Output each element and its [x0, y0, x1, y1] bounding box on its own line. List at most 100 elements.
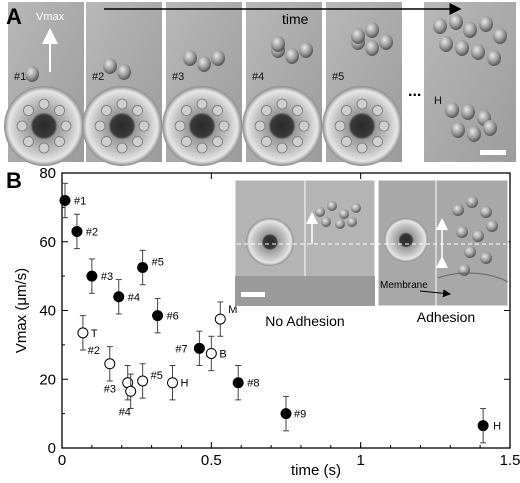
no-adhesion-label: No Adhesion — [265, 313, 344, 329]
data-point-filled — [193, 342, 205, 354]
adhesion-label: Adhesion — [417, 309, 475, 325]
point-label: #3 — [104, 384, 116, 396]
inset-shadow — [235, 276, 375, 306]
data-point-open — [125, 385, 137, 397]
panel-label-b: B — [6, 168, 22, 193]
bead-image — [351, 203, 361, 213]
bead-image — [117, 64, 131, 80]
data-point-open — [214, 313, 226, 325]
bead-image — [315, 207, 325, 217]
bead-image — [480, 252, 492, 264]
bead-image — [351, 28, 365, 44]
bead-image — [467, 126, 481, 142]
panel-a-image-strip: #1 #2 #3 #4 #5 H... Vmax time — [4, 2, 516, 166]
bead-image — [445, 102, 459, 118]
data-point-filled — [232, 377, 244, 389]
bead-image — [379, 34, 393, 50]
cell-image — [4, 86, 84, 166]
bead-image — [463, 22, 477, 38]
bead-image — [321, 217, 331, 227]
point-label: #4 — [128, 292, 140, 304]
point-label: #7 — [175, 343, 187, 355]
bead-image — [183, 50, 197, 66]
y-axis-label: Vmax (μm/s) — [13, 268, 30, 353]
bead-image — [471, 44, 485, 60]
cell-image — [384, 218, 428, 262]
strip-frame: #2 — [82, 2, 162, 166]
x-axis-label: time (s) — [291, 462, 341, 479]
point-label: T — [91, 328, 98, 340]
series: T #2 #3#4 #5 H B M — [77, 301, 237, 418]
frame-label: #1 — [14, 71, 26, 83]
bead-image — [483, 120, 497, 136]
bead-image — [347, 217, 357, 227]
bead-image — [433, 18, 447, 34]
y-tick-label: 60 — [39, 234, 56, 251]
data-point-filled — [113, 291, 125, 303]
point-label: #1 — [74, 196, 86, 208]
point-label: #6 — [167, 311, 179, 323]
cell-image — [82, 86, 162, 166]
data-point-filled — [280, 408, 292, 420]
bead-image — [493, 28, 507, 44]
scale-bar — [480, 150, 506, 155]
time-label: time — [282, 11, 309, 27]
point-label: #3 — [101, 271, 113, 283]
bead-image — [486, 220, 498, 232]
point-label: H — [181, 378, 189, 390]
x-tick-label: 0 — [58, 452, 66, 469]
point-label: #2 — [88, 345, 100, 357]
series: #1#2#3#4#5#6#7#8#9H — [59, 182, 501, 444]
panel-label-a: A — [6, 4, 22, 29]
data-point-filled — [152, 310, 164, 322]
bead-image — [365, 40, 379, 56]
bead-image — [335, 219, 345, 229]
bead-image — [365, 22, 379, 38]
data-point-filled — [86, 270, 98, 282]
data-point-filled — [137, 262, 149, 274]
data-point-open — [167, 377, 179, 389]
frame-label: #3 — [172, 71, 184, 83]
point-label: #5 — [152, 257, 164, 269]
membrane-label: Membrane — [380, 280, 428, 291]
data-point-open — [104, 358, 116, 370]
strip-frame: #5 — [322, 2, 402, 166]
bead-image — [458, 264, 470, 276]
bead-image — [285, 48, 299, 64]
bead-image — [451, 122, 465, 138]
frame-label: #4 — [252, 71, 264, 83]
bead-image — [197, 56, 211, 72]
point-label: #2 — [86, 226, 98, 238]
bead-image — [487, 50, 501, 66]
point-label: M — [228, 304, 237, 316]
bead-image — [456, 226, 468, 238]
vmax-label: Vmax — [36, 11, 65, 23]
x-tick-label: 1 — [356, 452, 364, 469]
data-point-filled — [477, 420, 489, 432]
membrane-outline — [437, 272, 509, 283]
frame-label: #2 — [92, 71, 104, 83]
membrane-arrow — [419, 289, 451, 298]
data-point-open — [77, 327, 89, 339]
bead-image — [271, 36, 285, 52]
y-tick-label: 40 — [39, 303, 56, 320]
bead-image — [25, 66, 39, 82]
x-tick-label: 0.5 — [201, 452, 222, 469]
data-point-filled — [71, 225, 83, 237]
bead-image — [449, 14, 463, 30]
cell-image — [162, 86, 242, 166]
ellipsis-text: ... — [408, 83, 421, 100]
point-label: #4 — [119, 406, 131, 418]
cell-image — [246, 218, 294, 266]
bead-image — [299, 42, 313, 58]
bead-image — [211, 50, 225, 66]
data-point-open — [137, 375, 149, 387]
point-label: H — [493, 421, 501, 433]
x-tick-label: 1.5 — [500, 452, 520, 469]
bead-image — [103, 58, 117, 74]
bead-image — [461, 104, 475, 120]
chart-plot-area: 0 0.5 1 1.5 0 20 40 60 80 time (s) Vmax (μm/s) #1 #2… — [13, 165, 520, 479]
point-label: #8 — [247, 378, 259, 390]
y-tick-label: 0 — [48, 440, 56, 457]
cell-image — [242, 86, 322, 166]
